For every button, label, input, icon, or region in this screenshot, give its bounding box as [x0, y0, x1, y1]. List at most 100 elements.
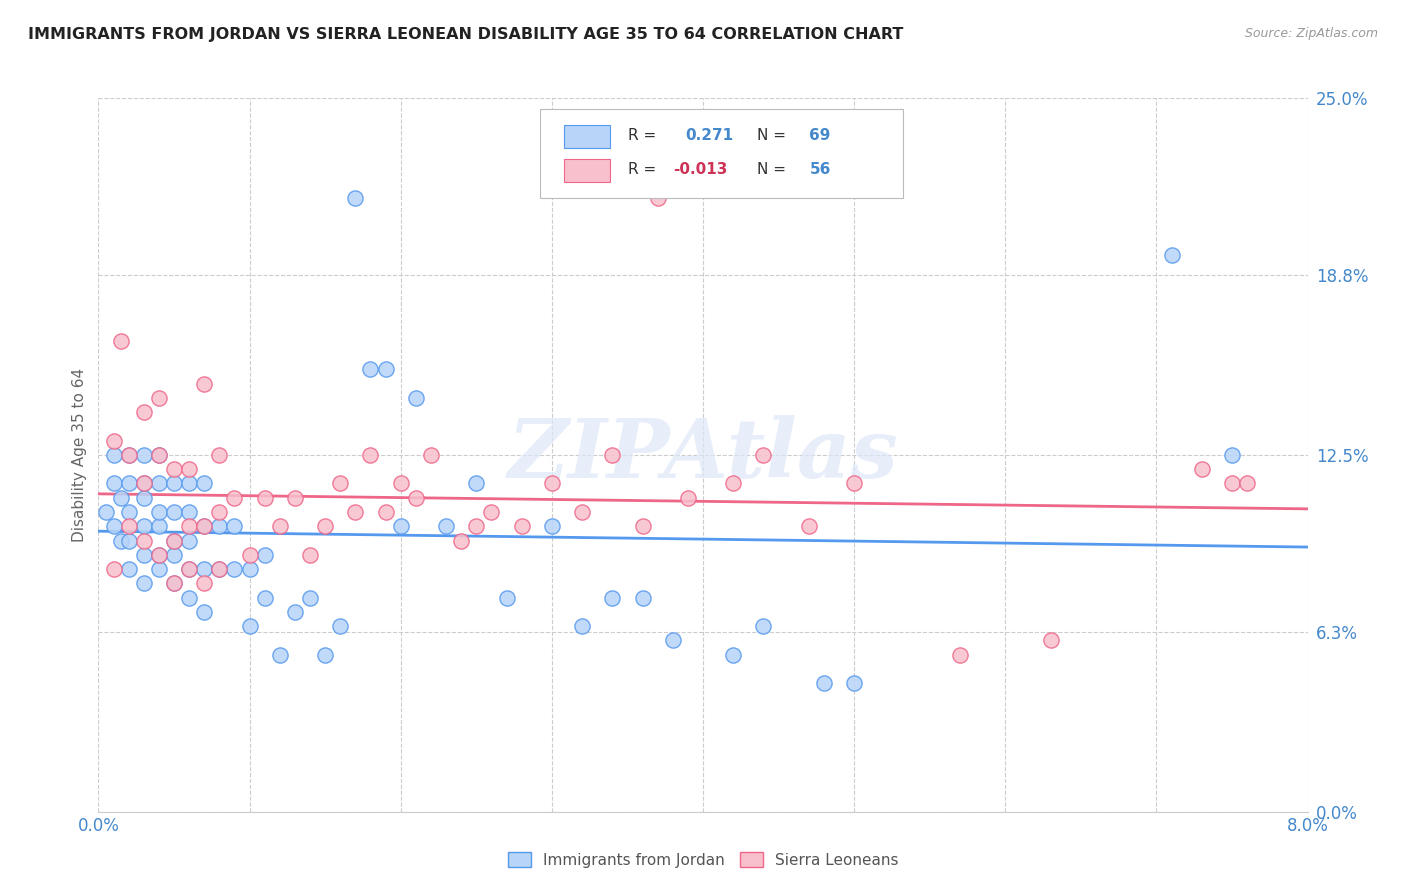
- Point: [103, 476, 125, 491]
- Point: [284, 491, 307, 505]
- Point: [269, 648, 291, 662]
- Point: [179, 462, 201, 476]
- Point: [208, 519, 231, 533]
- Point: [329, 619, 352, 633]
- FancyBboxPatch shape: [540, 109, 903, 198]
- Point: [752, 448, 775, 462]
- Point: [541, 519, 564, 533]
- Point: [118, 448, 141, 462]
- Legend: Immigrants from Jordan, Sierra Leoneans: Immigrants from Jordan, Sierra Leoneans: [501, 844, 905, 875]
- Point: [602, 448, 624, 462]
- Point: [224, 519, 246, 533]
- Point: [148, 562, 170, 576]
- Text: ZIPAtlas: ZIPAtlas: [508, 415, 898, 495]
- Point: [374, 362, 396, 376]
- Point: [284, 605, 307, 619]
- Point: [193, 562, 215, 576]
- Point: [110, 533, 132, 548]
- Point: [1220, 448, 1243, 462]
- Point: [179, 591, 201, 605]
- Text: 56: 56: [810, 162, 831, 177]
- Point: [723, 648, 745, 662]
- Point: [163, 505, 186, 519]
- Point: [571, 619, 593, 633]
- Point: [602, 591, 624, 605]
- Point: [495, 591, 517, 605]
- Point: [239, 619, 262, 633]
- Point: [132, 476, 155, 491]
- Point: [314, 648, 336, 662]
- Point: [450, 533, 472, 548]
- Point: [193, 519, 215, 533]
- Point: [253, 548, 276, 562]
- Text: 0.271: 0.271: [685, 128, 733, 143]
- Point: [118, 448, 141, 462]
- Point: [676, 491, 699, 505]
- Point: [148, 391, 170, 405]
- Point: [132, 576, 155, 591]
- Y-axis label: Disability Age 35 to 64: Disability Age 35 to 64: [72, 368, 87, 542]
- Point: [193, 476, 215, 491]
- Point: [118, 476, 141, 491]
- Point: [148, 448, 170, 462]
- Text: Source: ZipAtlas.com: Source: ZipAtlas.com: [1244, 27, 1378, 40]
- Point: [132, 491, 155, 505]
- Point: [299, 591, 322, 605]
- Point: [148, 448, 170, 462]
- Point: [132, 519, 155, 533]
- Point: [193, 519, 215, 533]
- Point: [1220, 476, 1243, 491]
- Point: [374, 505, 396, 519]
- Point: [179, 562, 201, 576]
- Point: [631, 591, 654, 605]
- Point: [269, 519, 291, 533]
- Point: [179, 476, 201, 491]
- Point: [179, 505, 201, 519]
- Point: [1039, 633, 1062, 648]
- Point: [163, 533, 186, 548]
- Point: [132, 448, 155, 462]
- Point: [299, 548, 322, 562]
- Point: [344, 505, 367, 519]
- Point: [1191, 462, 1213, 476]
- Point: [360, 448, 382, 462]
- Point: [208, 562, 231, 576]
- Point: [224, 491, 246, 505]
- Point: [510, 519, 533, 533]
- Point: [1160, 248, 1182, 262]
- Point: [118, 505, 141, 519]
- Point: [752, 619, 775, 633]
- Point: [239, 562, 262, 576]
- Point: [148, 548, 170, 562]
- Point: [208, 448, 231, 462]
- Point: [1236, 476, 1258, 491]
- Point: [132, 476, 155, 491]
- Point: [253, 591, 276, 605]
- Point: [329, 476, 352, 491]
- Point: [163, 462, 186, 476]
- Point: [118, 533, 141, 548]
- Point: [193, 576, 215, 591]
- Point: [949, 648, 972, 662]
- Point: [118, 519, 141, 533]
- Point: [253, 491, 276, 505]
- Point: [465, 519, 488, 533]
- Point: [631, 519, 654, 533]
- Point: [103, 562, 125, 576]
- Point: [571, 505, 593, 519]
- Point: [389, 519, 412, 533]
- Point: [163, 548, 186, 562]
- Point: [360, 362, 382, 376]
- Point: [132, 405, 155, 419]
- Point: [224, 562, 246, 576]
- Point: [148, 548, 170, 562]
- Text: R =: R =: [628, 162, 657, 177]
- Point: [239, 548, 262, 562]
- Text: -0.013: -0.013: [673, 162, 727, 177]
- Point: [163, 476, 186, 491]
- Point: [179, 533, 201, 548]
- Point: [103, 448, 125, 462]
- Point: [110, 334, 132, 348]
- Point: [193, 605, 215, 619]
- Point: [179, 562, 201, 576]
